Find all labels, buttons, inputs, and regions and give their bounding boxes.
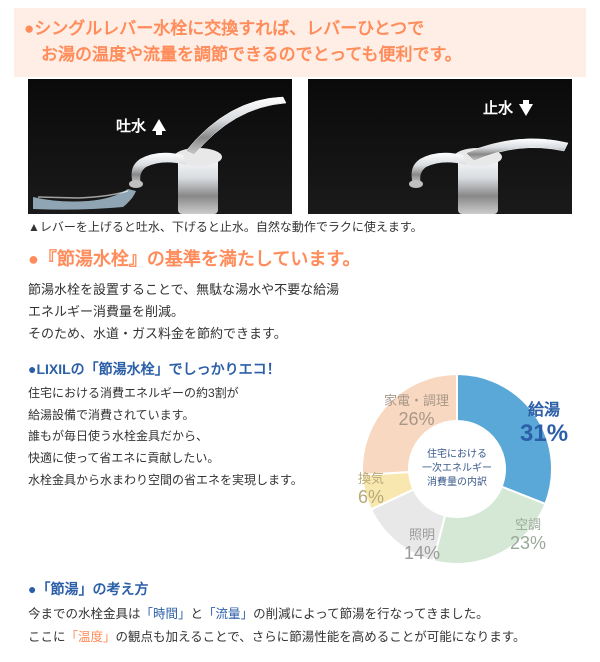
pie-label-給湯: 給湯31% [520,401,568,449]
section-standard-title: ●『節湯水栓』の基準を満たしています。 [28,245,572,271]
eco-row: ●LIXILの「節湯水栓」でしっかりエコ！ 住宅における消費エネルギーの約3割が… [28,359,572,579]
header-banner: ●シングルレバー水栓に交換すれば、レバーひとつで お湯の温度や流量を調節できるの… [14,8,586,77]
pie-label-照明: 照明14% [404,527,440,564]
header-line1: ●シングルレバー水栓に交換すれば、レバーひとつで [24,16,576,42]
arrow-up-icon [150,117,168,135]
section-standard-desc: 節湯水栓を設置することで、無駄な湯水や不要な給湯 エネルギー消費量を削減。 その… [28,279,572,345]
section-standard: ●『節湯水栓』の基準を満たしています。 節湯水栓を設置することで、無駄な湯水や不… [14,245,586,599]
faucet-image-stop: 止水 [308,79,572,214]
faucet-label-dispense: 吐水 [116,115,168,136]
arrow-down-icon [517,99,535,117]
pie-center-label: 住宅における一次エネルギー消費量の内訳 [409,421,505,517]
faucet-image-dispense: 吐水 [28,79,292,214]
pie-label-家電調理: 家電・調理26% [384,393,449,430]
eco-heading: ●LIXILの「節湯水栓」でしっかりエコ！ [28,359,334,379]
faucet-images-row: 吐水 止水 [14,79,586,214]
pie-label-換気: 換気6% [358,471,384,508]
eco-text-column: ●LIXILの「節湯水栓」でしっかりエコ！ 住宅における消費エネルギーの約3割が… [28,359,342,505]
setsuyu-body: 今までの水栓金具は「時間」と「流量」の削減によって節湯を行なってきました。 ここ… [14,603,586,648]
faucet-label-stop: 止水 [483,97,535,118]
pie-label-空調: 空調23% [510,517,546,554]
header-line2: お湯の温度や流量を調節できるのでとっても便利です。 [24,42,576,68]
page-container: ●シングルレバー水栓に交換すれば、レバーひとつで お湯の温度や流量を調節できるの… [0,0,600,662]
energy-pie-chart: 住宅における一次エネルギー消費量の内訳 給湯31% 空調23% 照明14% 換気6% 家… [342,359,572,579]
faucet-caption: ▲レバーを上げると吐水、下げると止水。自然な動作でラクに使えます。 [14,214,586,245]
eco-body: 住宅における消費エネルギーの約3割が 給湯設備で消費されています。 誰もが毎日使… [28,383,334,491]
